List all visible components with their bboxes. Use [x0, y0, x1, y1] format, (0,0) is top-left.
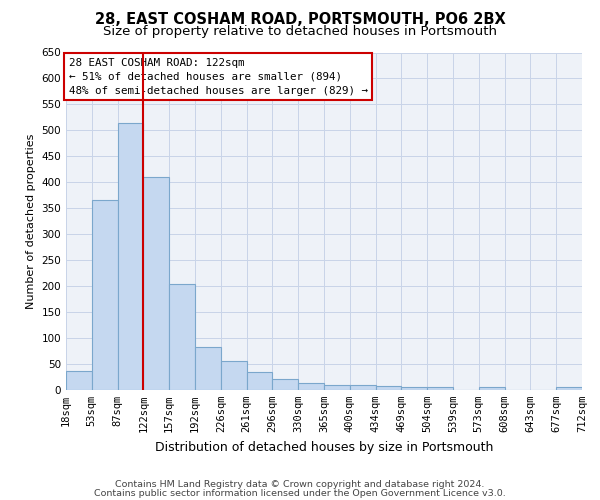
Bar [376, 386, 401, 390]
Bar [556, 388, 582, 390]
Bar [272, 378, 298, 390]
Text: 28 EAST COSHAM ROAD: 122sqm
← 51% of detached houses are smaller (894)
48% of se: 28 EAST COSHAM ROAD: 122sqm ← 51% of det… [68, 58, 368, 96]
Bar [324, 385, 350, 390]
Bar [143, 177, 169, 390]
Bar [118, 122, 143, 390]
Bar [195, 347, 221, 390]
X-axis label: Distribution of detached houses by size in Portsmouth: Distribution of detached houses by size … [155, 440, 493, 454]
Bar [479, 388, 505, 390]
Bar [169, 284, 195, 390]
Y-axis label: Number of detached properties: Number of detached properties [26, 134, 36, 309]
Text: Contains HM Land Registry data © Crown copyright and database right 2024.: Contains HM Land Registry data © Crown c… [115, 480, 485, 489]
Bar [350, 385, 376, 390]
Bar [247, 372, 272, 390]
Bar [66, 371, 92, 390]
Bar [427, 388, 453, 390]
Bar [298, 383, 324, 390]
Text: 28, EAST COSHAM ROAD, PORTSMOUTH, PO6 2BX: 28, EAST COSHAM ROAD, PORTSMOUTH, PO6 2B… [95, 12, 505, 28]
Text: Contains public sector information licensed under the Open Government Licence v3: Contains public sector information licen… [94, 488, 506, 498]
Bar [221, 362, 247, 390]
Text: Size of property relative to detached houses in Portsmouth: Size of property relative to detached ho… [103, 25, 497, 38]
Bar [92, 200, 118, 390]
Bar [401, 388, 427, 390]
